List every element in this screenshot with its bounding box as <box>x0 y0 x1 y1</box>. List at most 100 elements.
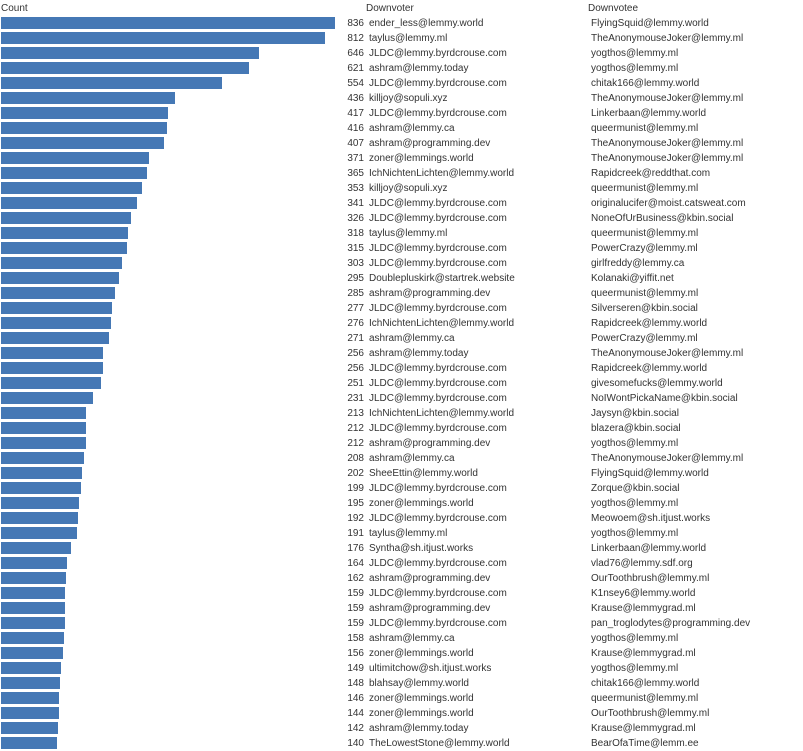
header-downvotee: Downvotee <box>588 3 639 14</box>
downvotee-label: Linkerbaan@lemmy.world <box>591 108 707 119</box>
downvoter-label: TheLowestStone@lemmy.world <box>369 738 510 749</box>
table-row: 144 zoner@lemmings.world OurToothbrush@lem… <box>0 706 803 721</box>
count-label: 303 <box>347 258 364 269</box>
downvoter-label: blahsay@lemmy.world <box>369 678 469 689</box>
table-row: 318 taylus@lemmy.ml queermunist@lemmy.ml <box>0 226 803 241</box>
table-row: 303 JLDC@lemmy.byrdcrouse.com girlfreddy@l… <box>0 256 803 271</box>
downvotee-label: yogthos@lemmy.ml <box>591 528 679 539</box>
downvoter-label: JLDC@lemmy.byrdcrouse.com <box>369 243 507 254</box>
bar <box>1 197 137 209</box>
downvoter-label: JLDC@lemmy.byrdcrouse.com <box>369 423 507 434</box>
downvotee-label: Kolanaki@yiffit.net <box>591 273 674 284</box>
downvotee-label: queermunist@lemmy.ml <box>591 183 699 194</box>
downvoter-label: killjoy@sopuli.xyz <box>369 93 448 104</box>
table-row: 417 JLDC@lemmy.byrdcrouse.com Linkerbaan@l… <box>0 106 803 121</box>
count-label: 326 <box>347 213 364 224</box>
downvoter-label: ashram@lemmy.today <box>369 63 469 74</box>
count-label: 156 <box>347 648 364 659</box>
table-row: 371 zoner@lemmings.world TheAnonymouseJoke… <box>0 151 803 166</box>
bar <box>1 302 112 314</box>
downvoter-label: ashram@programming.dev <box>369 288 491 299</box>
count-label: 646 <box>347 48 364 59</box>
downvotee-label: PowerCrazy@lemmy.ml <box>591 333 698 344</box>
count-label: 202 <box>347 468 364 479</box>
bar <box>1 617 65 629</box>
bar <box>1 272 119 284</box>
downvoter-label: zoner@lemmings.world <box>369 648 474 659</box>
downvotee-label: Rapidcreek@lemmy.world <box>591 363 708 374</box>
bar <box>1 737 57 749</box>
downvotee-label: yogthos@lemmy.ml <box>591 633 679 644</box>
bar <box>1 557 67 569</box>
bar <box>1 257 122 269</box>
bar <box>1 707 59 719</box>
downvoter-label: JLDC@lemmy.byrdcrouse.com <box>369 303 507 314</box>
bar <box>1 497 79 509</box>
table-row: 251 JLDC@lemmy.byrdcrouse.com givesomefuck… <box>0 376 803 391</box>
downvotee-label: TheAnonymouseJoker@lemmy.ml <box>591 153 744 164</box>
downvotee-label: queermunist@lemmy.ml <box>591 228 699 239</box>
downvoter-label: IchNichtenLichten@lemmy.world <box>369 168 515 179</box>
count-label: 192 <box>347 513 364 524</box>
downvoter-label: ashram@lemmy.ca <box>369 123 455 134</box>
bar <box>1 77 222 89</box>
downvoter-label: JLDC@lemmy.byrdcrouse.com <box>369 483 507 494</box>
downvoter-label: zoner@lemmings.world <box>369 693 474 704</box>
downvotee-label: yogthos@lemmy.ml <box>591 48 679 59</box>
bar <box>1 662 61 674</box>
downvotee-label: FlyingSquid@lemmy.world <box>591 468 709 479</box>
count-label: 416 <box>347 123 364 134</box>
downvotee-label: blazera@kbin.social <box>591 423 681 434</box>
count-label: 277 <box>347 303 364 314</box>
downvoter-label: ashram@programming.dev <box>369 138 491 149</box>
downvoter-label: JLDC@lemmy.byrdcrouse.com <box>369 198 507 209</box>
downvotee-label: TheAnonymouseJoker@lemmy.ml <box>591 33 744 44</box>
count-label: 148 <box>347 678 364 689</box>
downvoter-label: JLDC@lemmy.byrdcrouse.com <box>369 108 507 119</box>
table-row: 149 ultimitchow@sh.itjust.works yogthos@le… <box>0 661 803 676</box>
downvoter-label: ashram@lemmy.ca <box>369 633 455 644</box>
count-label: 318 <box>347 228 364 239</box>
bar <box>1 407 86 419</box>
downvotee-label: yogthos@lemmy.ml <box>591 438 679 449</box>
downvoter-label: zoner@lemmings.world <box>369 708 474 719</box>
bar <box>1 362 103 374</box>
table-row: 159 JLDC@lemmy.byrdcrouse.com K1nsey6@lemm… <box>0 586 803 601</box>
table-row: 353 killjoy@sopuli.xyz queermunist@lemmy.m… <box>0 181 803 196</box>
count-label: 271 <box>347 333 364 344</box>
count-label: 140 <box>347 738 364 749</box>
table-row: 195 zoner@lemmings.world yogthos@lemmy.ml <box>0 496 803 511</box>
table-row: 256 ashram@lemmy.today TheAnonymouseJoker@… <box>0 346 803 361</box>
downvotee-label: OurToothbrush@lemmy.ml <box>591 708 710 719</box>
downvotee-label: chitak166@lemmy.world <box>591 78 700 89</box>
downvotee-label: queermunist@lemmy.ml <box>591 693 699 704</box>
count-label: 256 <box>347 363 364 374</box>
table-row: 159 ashram@programming.dev Krause@lemmygra… <box>0 601 803 616</box>
count-label: 285 <box>347 288 364 299</box>
downvoter-label: IchNichtenLichten@lemmy.world <box>369 318 515 329</box>
downvotee-label: PowerCrazy@lemmy.ml <box>591 243 698 254</box>
downvoter-label: JLDC@lemmy.byrdcrouse.com <box>369 378 507 389</box>
table-row: 148 blahsay@lemmy.world chitak166@lemmy.wo… <box>0 676 803 691</box>
downvotee-label: originalucifer@moist.catsweat.com <box>591 198 746 209</box>
table-row: 199 JLDC@lemmy.byrdcrouse.com Zorque@kbin.… <box>0 481 803 496</box>
bar <box>1 62 249 74</box>
table-row: 295 Doublepluskirk@startrek.website Kolana… <box>0 271 803 286</box>
table-row: 315 JLDC@lemmy.byrdcrouse.com PowerCrazy@l… <box>0 241 803 256</box>
downvoter-label: taylus@lemmy.ml <box>369 33 448 44</box>
downvoter-label: SheeEttin@lemmy.world <box>369 468 478 479</box>
downvotee-label: TheAnonymouseJoker@lemmy.ml <box>591 93 744 104</box>
bar <box>1 467 82 479</box>
downvotee-label: K1nsey6@lemmy.world <box>591 588 696 599</box>
downvotee-label: Meowoem@sh.itjust.works <box>591 513 711 524</box>
downvotee-label: Krause@lemmygrad.ml <box>591 723 696 734</box>
table-row: 621 ashram@lemmy.today yogthos@lemmy.ml <box>0 61 803 76</box>
table-row: 159 JLDC@lemmy.byrdcrouse.com pan_troglody… <box>0 616 803 631</box>
header-count: Count <box>1 3 28 14</box>
downvotee-label: Zorque@kbin.social <box>591 483 680 494</box>
downvotee-label: yogthos@lemmy.ml <box>591 663 679 674</box>
table-row: 276 IchNichtenLichten@lemmy.world Rapidcre… <box>0 316 803 331</box>
bar <box>1 692 59 704</box>
downvoter-label: ashram@programming.dev <box>369 438 491 449</box>
